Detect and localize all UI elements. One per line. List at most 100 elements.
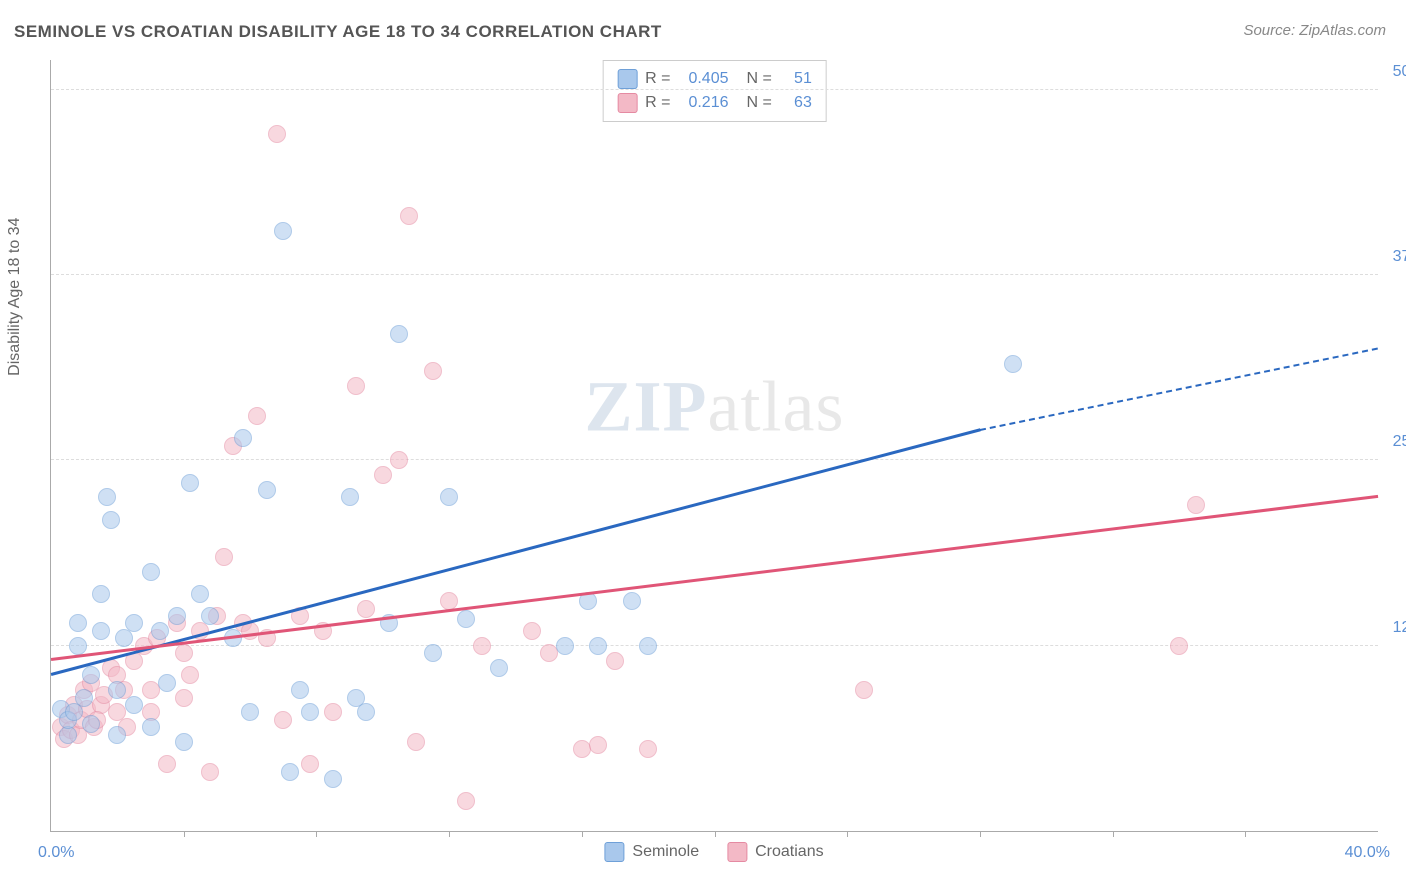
x-tick	[582, 831, 583, 837]
watermark: ZIPatlas	[585, 365, 845, 448]
gridline	[51, 274, 1378, 275]
data-point	[92, 585, 110, 603]
data-point	[390, 325, 408, 343]
data-point	[181, 666, 199, 684]
data-point	[201, 607, 219, 625]
y-tick-label: 12.5%	[1393, 619, 1406, 637]
data-point	[201, 763, 219, 781]
x-tick	[184, 831, 185, 837]
data-point	[639, 637, 657, 655]
data-point	[1187, 496, 1205, 514]
data-point	[168, 607, 186, 625]
data-point	[248, 407, 266, 425]
data-point	[92, 622, 110, 640]
data-point	[175, 644, 193, 662]
data-point	[258, 481, 276, 499]
r-label: R =	[645, 70, 670, 88]
y-axis-title: Disability Age 18 to 34	[6, 218, 24, 376]
data-point	[75, 689, 93, 707]
gridline	[51, 89, 1378, 90]
data-point	[473, 637, 491, 655]
data-point	[589, 736, 607, 754]
data-point	[108, 726, 126, 744]
correlation-legend: R =0.405N =51R =0.216N =63	[602, 60, 827, 122]
data-point	[374, 466, 392, 484]
r-value: 0.405	[679, 70, 729, 88]
legend-label: Seminole	[632, 843, 699, 861]
data-point	[301, 703, 319, 721]
data-point	[241, 703, 259, 721]
trendline	[51, 428, 981, 675]
data-point	[125, 614, 143, 632]
data-point	[407, 733, 425, 751]
data-point	[424, 644, 442, 662]
data-point	[1004, 355, 1022, 373]
x-tick	[449, 831, 450, 837]
legend-row: R =0.216N =63	[617, 91, 812, 115]
legend-swatch	[617, 69, 637, 89]
data-point	[573, 740, 591, 758]
data-point	[142, 563, 160, 581]
data-point	[424, 362, 442, 380]
x-tick	[980, 831, 981, 837]
trendline-dashed	[980, 347, 1378, 431]
data-point	[556, 637, 574, 655]
data-point	[142, 718, 160, 736]
data-point	[490, 659, 508, 677]
data-point	[324, 703, 342, 721]
legend-swatch	[617, 93, 637, 113]
chart-container: SEMINOLE VS CROATIAN DISABILITY AGE 18 T…	[0, 0, 1406, 892]
legend-swatch	[727, 842, 747, 862]
data-point	[324, 770, 342, 788]
data-point	[82, 666, 100, 684]
x-axis-max-label: 40.0%	[1345, 844, 1390, 862]
data-point	[142, 681, 160, 699]
data-point	[291, 681, 309, 699]
data-point	[125, 696, 143, 714]
source-attribution: Source: ZipAtlas.com	[1243, 22, 1386, 39]
data-point	[215, 548, 233, 566]
x-tick	[1113, 831, 1114, 837]
trendline	[51, 495, 1378, 661]
data-point	[82, 715, 100, 733]
y-tick-label: 37.5%	[1393, 248, 1406, 266]
data-point	[191, 585, 209, 603]
data-point	[98, 488, 116, 506]
n-label: N =	[747, 70, 772, 88]
data-point	[341, 488, 359, 506]
data-point	[457, 792, 475, 810]
data-point	[347, 377, 365, 395]
data-point	[268, 125, 286, 143]
data-point	[440, 488, 458, 506]
data-point	[69, 637, 87, 655]
data-point	[606, 652, 624, 670]
data-point	[589, 637, 607, 655]
data-point	[274, 711, 292, 729]
x-tick	[715, 831, 716, 837]
chart-area: Disability Age 18 to 34 ZIPatlas R =0.40…	[50, 60, 1378, 832]
data-point	[357, 703, 375, 721]
plot-area: ZIPatlas R =0.405N =51R =0.216N =63 12.5…	[50, 60, 1378, 832]
y-tick-label: 25.0%	[1393, 433, 1406, 451]
x-tick	[316, 831, 317, 837]
x-tick	[847, 831, 848, 837]
y-tick-label: 50.0%	[1393, 63, 1406, 81]
data-point	[234, 429, 252, 447]
data-point	[158, 755, 176, 773]
legend-item: Seminole	[604, 842, 699, 862]
data-point	[281, 763, 299, 781]
data-point	[151, 622, 169, 640]
n-label: N =	[747, 94, 772, 112]
data-point	[639, 740, 657, 758]
data-point	[158, 674, 176, 692]
legend-item: Croatians	[727, 842, 823, 862]
legend-row: R =0.405N =51	[617, 67, 812, 91]
x-tick	[1245, 831, 1246, 837]
x-axis-min-label: 0.0%	[38, 844, 74, 862]
legend-swatch	[604, 842, 624, 862]
chart-title: SEMINOLE VS CROATIAN DISABILITY AGE 18 T…	[14, 22, 662, 42]
data-point	[175, 733, 193, 751]
r-label: R =	[645, 94, 670, 112]
data-point	[108, 681, 126, 699]
data-point	[181, 474, 199, 492]
